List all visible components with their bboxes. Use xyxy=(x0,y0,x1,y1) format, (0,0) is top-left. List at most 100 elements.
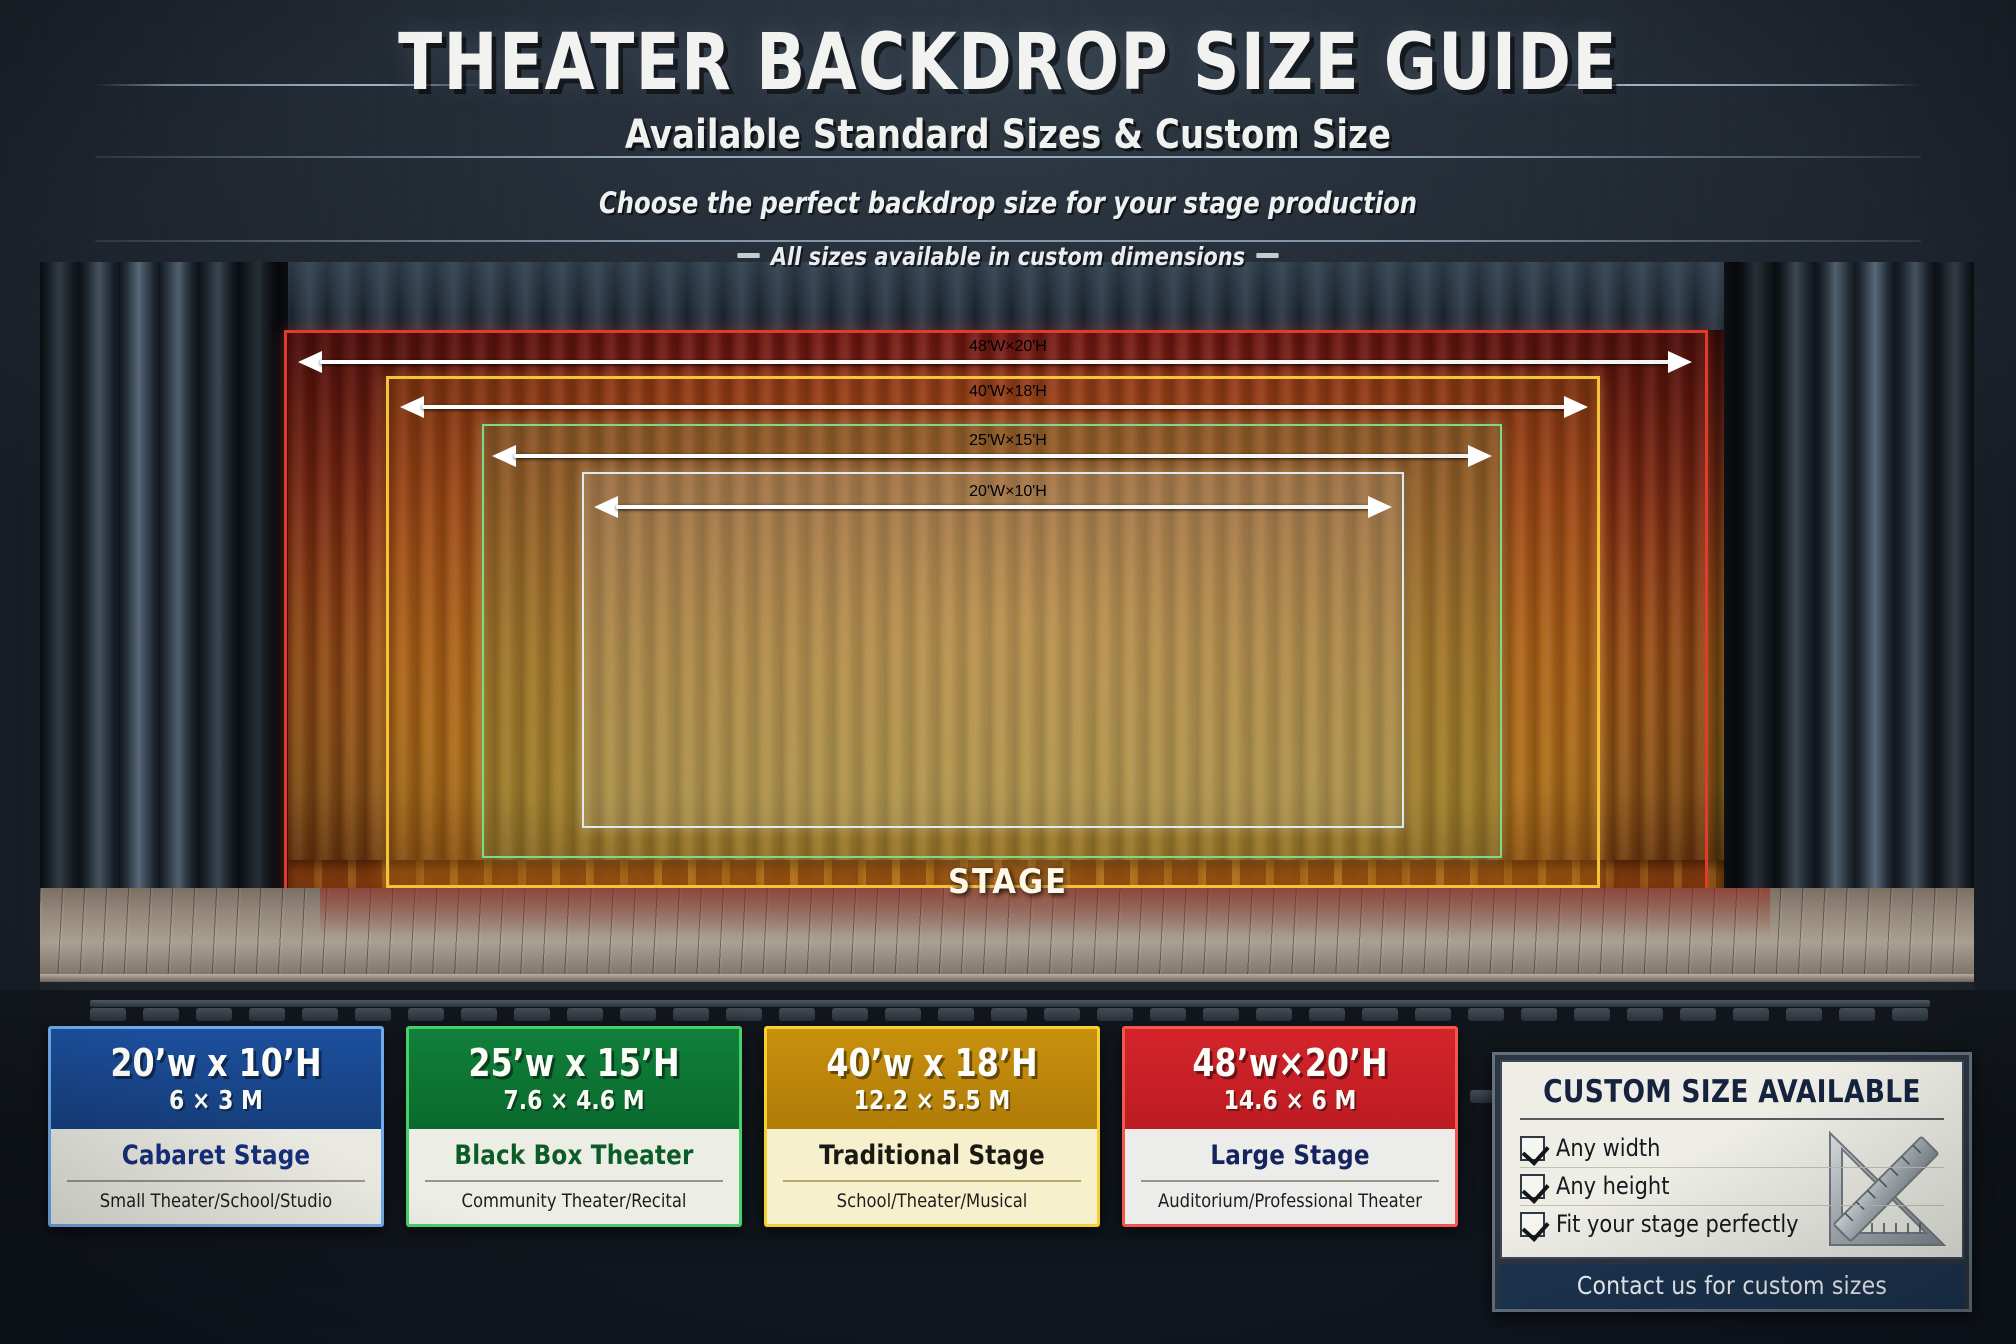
seat xyxy=(514,1008,550,1021)
seat xyxy=(1733,1008,1769,1021)
header-divider-1 xyxy=(95,156,1921,158)
size-card-cabaret[interactable]: 20’w x 10’H 6 × 3 M Cabaret Stage Small … xyxy=(48,1026,384,1227)
title-rule-left xyxy=(95,84,485,86)
card-meters: 14.6 × 6 M xyxy=(1223,1086,1357,1116)
custom-size-title: CUSTOM SIZE AVAILABLE xyxy=(1543,1074,1921,1110)
size-card-black-box[interactable]: 25’w x 15’H 7.6 × 4.6 M Black Box Theate… xyxy=(406,1026,742,1227)
feature-any-height[interactable]: Any height xyxy=(1520,1167,1944,1205)
card-separator xyxy=(1141,1180,1439,1182)
feature-label: Any height xyxy=(1556,1172,1670,1200)
seat xyxy=(461,1008,497,1021)
custom-size-rule xyxy=(1520,1118,1944,1120)
dimension-label-25x15: 25'W×15'H xyxy=(969,432,1047,449)
arrowhead-left-icon xyxy=(594,496,618,518)
side-curtain-left xyxy=(40,262,288,992)
arrowhead-right-icon xyxy=(1468,445,1492,467)
arrow-bar xyxy=(320,360,1670,364)
custom-size-inner: CUSTOM SIZE AVAILABLE xyxy=(1500,1060,1964,1259)
dimension-arrow-20x10 xyxy=(594,496,1392,518)
seat xyxy=(885,1008,921,1021)
card-header: 40’w x 18’H 12.2 × 5.5 M xyxy=(767,1029,1097,1129)
arrow-bar xyxy=(514,454,1470,458)
dash-right-icon xyxy=(1256,252,1279,258)
side-curtain-right xyxy=(1724,262,1974,992)
seat xyxy=(1892,1008,1928,1021)
seat xyxy=(1203,1008,1239,1021)
card-use-case: Auditorium/Professional Theater xyxy=(1158,1190,1422,1212)
seat xyxy=(991,1008,1027,1021)
card-separator xyxy=(67,1180,365,1182)
seat xyxy=(196,1008,232,1021)
dash-left-icon xyxy=(737,252,760,258)
header-divider-2 xyxy=(95,240,1921,242)
seat xyxy=(1044,1008,1080,1021)
curtain-shade-left xyxy=(40,262,288,992)
card-name: Cabaret Stage xyxy=(121,1140,311,1171)
seat xyxy=(1362,1008,1398,1021)
dimension-label-40x18: 40'W×18'H xyxy=(969,383,1047,400)
card-body: Large Stage Auditorium/Professional Thea… xyxy=(1125,1129,1455,1224)
custom-size-panel[interactable]: CUSTOM SIZE AVAILABLE xyxy=(1492,1052,1972,1312)
size-cards: 20’w x 10’H 6 × 3 M Cabaret Stage Small … xyxy=(48,1026,1458,1227)
seat xyxy=(1097,1008,1133,1021)
card-meters: 12.2 × 5.5 M xyxy=(853,1086,1011,1116)
card-header: 20’w x 10’H 6 × 3 M xyxy=(51,1029,381,1129)
seat-row-upper xyxy=(90,1008,1928,1021)
seat xyxy=(1627,1008,1663,1021)
seat xyxy=(1468,1008,1504,1021)
size-card-large[interactable]: 48’w×20’H 14.6 × 6 M Large Stage Auditor… xyxy=(1122,1026,1458,1227)
size-card-traditional[interactable]: 40’w x 18’H 12.2 × 5.5 M Traditional Sta… xyxy=(764,1026,1100,1227)
page-tagline: Choose the perfect backdrop size for you… xyxy=(598,186,1418,220)
floor-edge xyxy=(40,974,1974,982)
card-name: Traditional Stage xyxy=(819,1140,1045,1171)
floor-red-glow xyxy=(320,888,1770,936)
seat xyxy=(1839,1008,1875,1021)
seat xyxy=(1574,1008,1610,1021)
card-header: 25’w x 15’H 7.6 × 4.6 M xyxy=(409,1029,739,1129)
card-use-case: Small Theater/School/Studio xyxy=(99,1190,333,1212)
card-use-case: Community Theater/Recital xyxy=(461,1190,687,1212)
page-subtitle: Available Standard Sizes & Custom Size xyxy=(624,112,1392,158)
custom-note-text: All sizes available in custom dimensions xyxy=(770,242,1246,271)
arrow-bar xyxy=(616,505,1370,509)
seat xyxy=(938,1008,974,1021)
seat xyxy=(567,1008,603,1021)
seat xyxy=(302,1008,338,1021)
card-feet: 25’w x 15’H xyxy=(468,1041,680,1085)
seat xyxy=(620,1008,656,1021)
feature-label: Fit your stage perfectly xyxy=(1556,1210,1799,1238)
curtain-vignette xyxy=(288,330,1726,890)
card-name: Large Stage xyxy=(1210,1140,1370,1171)
checkbox-checked-icon[interactable] xyxy=(1520,1173,1545,1199)
seat xyxy=(779,1008,815,1021)
arrowhead-right-icon xyxy=(1564,396,1588,418)
card-feet: 48’w×20’H xyxy=(1192,1041,1388,1085)
seat xyxy=(1150,1008,1186,1021)
checkbox-checked-icon[interactable] xyxy=(1520,1211,1545,1237)
card-feet: 20’w x 10’H xyxy=(110,1041,322,1085)
arrowhead-right-icon xyxy=(1668,351,1692,373)
seat xyxy=(1521,1008,1557,1021)
card-body: Traditional Stage School/Theater/Musical xyxy=(767,1129,1097,1224)
checkbox-checked-icon[interactable] xyxy=(1520,1135,1545,1161)
seat xyxy=(726,1008,762,1021)
dimension-label-20x10: 20'W×10'H xyxy=(969,483,1047,500)
dimension-arrow-48x20 xyxy=(298,351,1692,373)
header: THEATER BACKDROP SIZE GUIDE Available St… xyxy=(0,0,2016,290)
feature-fit-stage[interactable]: Fit your stage perfectly xyxy=(1520,1205,1944,1243)
seat xyxy=(1680,1008,1716,1021)
contact-cta-button[interactable]: Contact us for custom sizes xyxy=(1499,1264,1965,1309)
arrow-bar xyxy=(422,405,1566,409)
feature-label: Any width xyxy=(1556,1134,1661,1162)
card-body: Cabaret Stage Small Theater/School/Studi… xyxy=(51,1129,381,1224)
dimension-label-48x20: 48'W×20'H xyxy=(969,338,1047,355)
card-separator xyxy=(425,1180,723,1182)
custom-size-features: Any width Any height Fit your stage perf… xyxy=(1520,1130,1944,1243)
seat xyxy=(673,1008,709,1021)
seat xyxy=(1415,1008,1451,1021)
stage-floor xyxy=(40,888,1974,992)
feature-any-width[interactable]: Any width xyxy=(1520,1130,1944,1167)
stage-opening xyxy=(288,330,1726,890)
card-body: Black Box Theater Community Theater/Reci… xyxy=(409,1129,739,1224)
